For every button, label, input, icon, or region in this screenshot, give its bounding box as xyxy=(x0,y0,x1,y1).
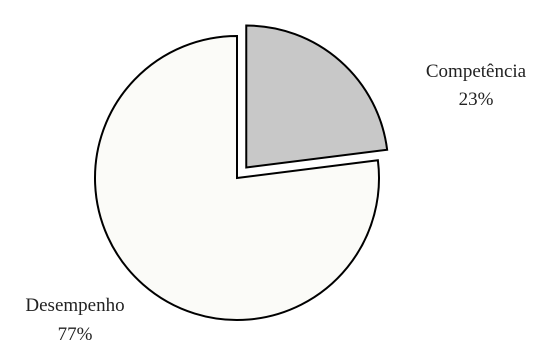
slice-label-competencia-value: 23% xyxy=(459,89,494,110)
pie-slice-competencia xyxy=(245,24,389,169)
slice-label-competencia-name: Competência xyxy=(426,61,527,82)
pie-slices xyxy=(94,24,389,321)
pie-slice-desempenho xyxy=(94,34,380,321)
slice-label-desempenho-name: Desempenho xyxy=(25,295,124,316)
slice-label-desempenho-value: 77% xyxy=(58,324,93,345)
